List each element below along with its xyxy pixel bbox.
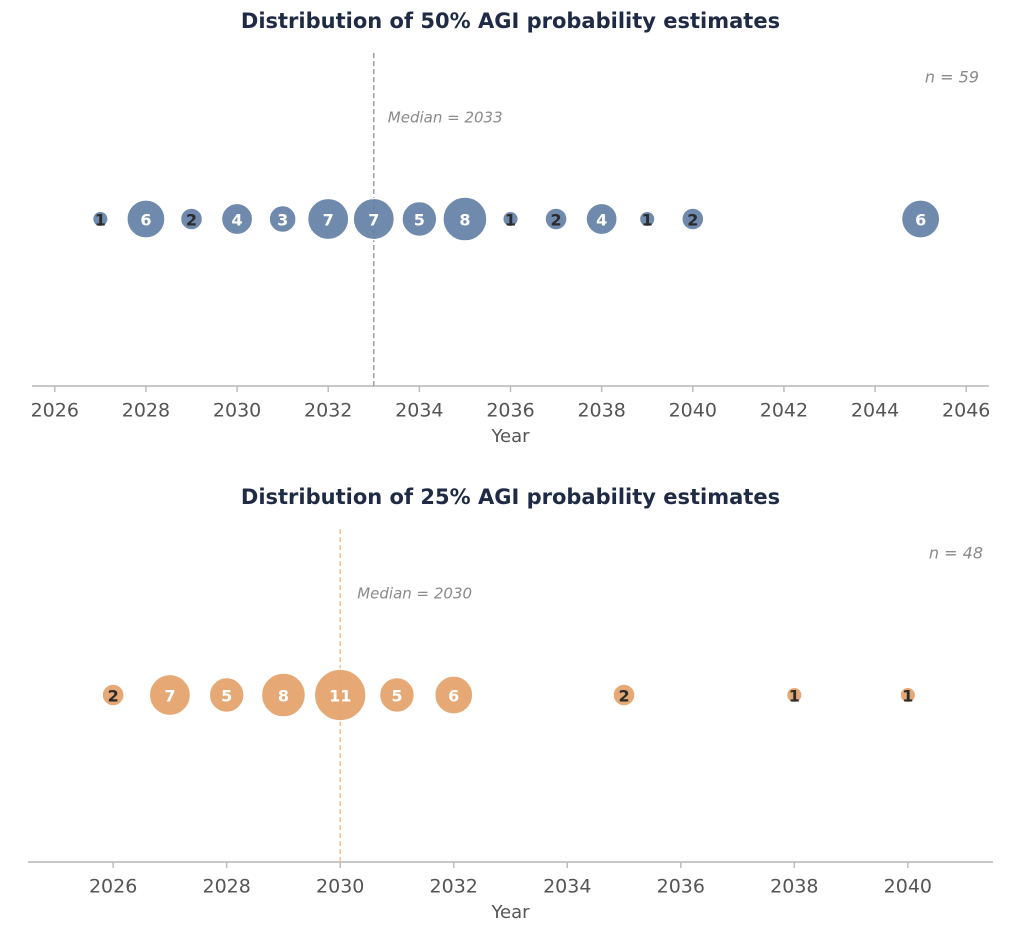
bubble-count-label: 3	[277, 211, 288, 230]
bubble-count-label: 2	[108, 687, 119, 706]
x-tick-label: 2030	[213, 400, 261, 422]
bubble-2032	[306, 197, 350, 241]
x-tick-label: 2038	[770, 876, 818, 898]
bubble-count-label: 5	[391, 687, 402, 706]
bubble-2034	[401, 200, 438, 238]
sample-size-label: n = 59	[925, 68, 979, 87]
bubble-2029	[260, 672, 307, 718]
bubble-2037	[544, 207, 568, 231]
bubble-2040	[681, 207, 705, 231]
bubble-2036	[501, 210, 520, 228]
bubble-2030	[220, 202, 254, 236]
bubble-2035	[442, 196, 488, 242]
bubble-count-label: 1	[642, 211, 653, 230]
chart-title: Distribution of 25% AGI probability esti…	[241, 485, 780, 509]
bubble-2033	[352, 197, 396, 241]
x-axis-label: Year	[490, 426, 530, 447]
bubble-count-label: 2	[186, 211, 197, 230]
bubble-count-label: 4	[596, 211, 607, 230]
bubble-2040	[899, 686, 917, 704]
bubble-count-label: 8	[459, 211, 470, 230]
bubble-2027	[91, 210, 109, 228]
x-tick-label: 2046	[942, 400, 990, 422]
bubble-count-label: 2	[618, 687, 629, 706]
x-tick-label: 2034	[543, 876, 591, 898]
bubble-count-label: 7	[323, 211, 334, 230]
bubble-2039	[638, 210, 656, 228]
bubble-2028	[126, 199, 166, 239]
bubble-count-label: 1	[505, 211, 516, 230]
bubble-2038	[785, 686, 803, 704]
bubble-count-label: 4	[232, 211, 243, 230]
chart-panel-2: Distribution of 25% AGI probability esti…	[28, 485, 993, 923]
bubble-2031	[268, 204, 297, 234]
x-tick-label: 2028	[122, 400, 170, 422]
median-label: Median = 2033	[388, 109, 503, 127]
x-tick-label: 2032	[304, 400, 352, 422]
x-tick-label: 2042	[760, 400, 808, 422]
median-label: Median = 2030	[357, 585, 472, 603]
x-tick-label: 2026	[31, 400, 79, 422]
x-axis-label: Year	[490, 902, 530, 923]
bubble-2027	[148, 673, 192, 717]
chart-panel-1: Distribution of 50% AGI probability esti…	[31, 9, 991, 447]
bubble-2030	[313, 668, 367, 722]
bubble-count-label: 1	[95, 211, 106, 230]
bubble-count-label: 2	[551, 211, 562, 230]
bubble-count-label: 1	[902, 687, 913, 706]
bubble-count-label: 5	[221, 687, 232, 706]
x-tick-label: 2026	[89, 876, 137, 898]
bubble-count-label: 8	[278, 687, 289, 706]
x-tick-label: 2036	[657, 876, 705, 898]
bubble-2031	[378, 676, 416, 714]
x-tick-label: 2034	[395, 400, 443, 422]
bubble-count-label: 1	[789, 687, 800, 706]
x-tick-label: 2040	[669, 400, 717, 422]
bubble-2038	[585, 202, 618, 236]
bubble-2028	[208, 676, 245, 714]
bubble-2029	[179, 207, 204, 231]
x-tick-label: 2038	[577, 400, 625, 422]
bubble-count-label: 6	[448, 687, 459, 706]
bubble-count-label: 6	[140, 211, 151, 230]
bubble-count-label: 5	[414, 211, 425, 230]
bubble-count-label: 7	[368, 211, 379, 230]
x-tick-label: 2036	[486, 400, 534, 422]
x-tick-label: 2030	[316, 876, 364, 898]
chart-title: Distribution of 50% AGI probability esti…	[241, 9, 780, 33]
bubble-count-label: 6	[915, 211, 926, 230]
bubble-2032	[433, 675, 474, 715]
bubble-count-label: 2	[687, 211, 698, 230]
x-tick-label: 2040	[884, 876, 932, 898]
sample-size-label: n = 48	[929, 544, 983, 563]
x-tick-label: 2032	[430, 876, 478, 898]
bubble-count-label: 11	[329, 687, 351, 706]
bubble-2045	[900, 199, 941, 239]
x-tick-label: 2028	[202, 876, 250, 898]
bubble-2035	[612, 683, 636, 707]
x-tick-label: 2044	[851, 400, 899, 422]
bubble-2026	[101, 683, 125, 707]
bubble-count-label: 7	[164, 687, 175, 706]
